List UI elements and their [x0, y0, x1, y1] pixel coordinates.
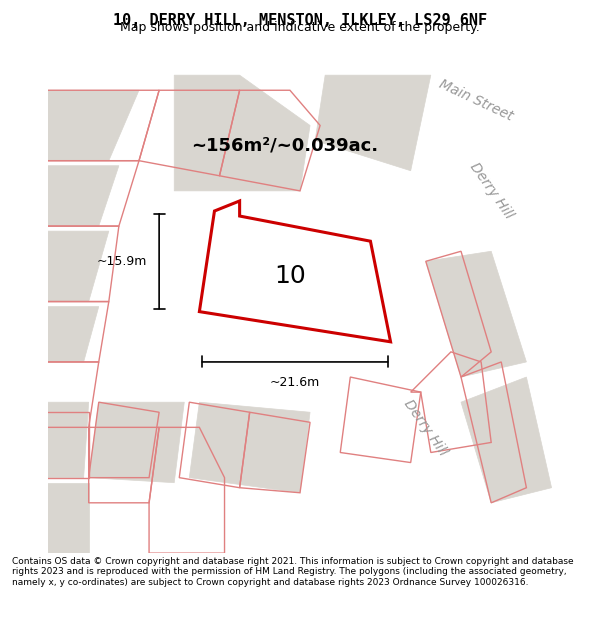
- Polygon shape: [325, 75, 551, 241]
- Polygon shape: [38, 90, 139, 161]
- Polygon shape: [361, 50, 551, 151]
- Polygon shape: [426, 251, 526, 377]
- Polygon shape: [38, 307, 99, 362]
- Polygon shape: [410, 90, 526, 251]
- Text: Derry Hill: Derry Hill: [401, 397, 450, 458]
- Polygon shape: [38, 482, 89, 553]
- Text: ~21.6m: ~21.6m: [270, 376, 320, 389]
- Polygon shape: [199, 201, 391, 342]
- Text: 10, DERRY HILL, MENSTON, ILKLEY, LS29 6NF: 10, DERRY HILL, MENSTON, ILKLEY, LS29 6N…: [113, 13, 487, 28]
- Text: 10: 10: [274, 264, 306, 288]
- Polygon shape: [38, 166, 119, 226]
- Text: Main Street: Main Street: [437, 77, 515, 124]
- Text: Contains OS data © Crown copyright and database right 2021. This information is : Contains OS data © Crown copyright and d…: [12, 557, 574, 586]
- Polygon shape: [174, 75, 310, 191]
- Polygon shape: [38, 231, 109, 301]
- Polygon shape: [190, 402, 310, 492]
- Polygon shape: [89, 402, 184, 482]
- Text: Derry Hill: Derry Hill: [467, 160, 515, 222]
- Text: Map shows position and indicative extent of the property.: Map shows position and indicative extent…: [120, 21, 480, 34]
- Polygon shape: [315, 75, 431, 171]
- Text: ~156m²/~0.039ac.: ~156m²/~0.039ac.: [191, 137, 379, 154]
- Text: ~15.9m: ~15.9m: [96, 255, 146, 268]
- Polygon shape: [38, 402, 89, 478]
- Polygon shape: [461, 377, 551, 503]
